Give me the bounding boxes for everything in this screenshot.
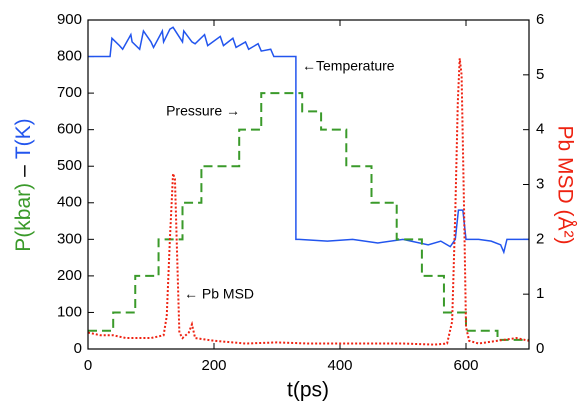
series-line	[88, 92, 529, 341]
series-line	[88, 26, 529, 255]
y2-tick-label: 5	[536, 66, 544, 83]
annotation: ←Temperature	[302, 58, 395, 74]
annotation: ← Pb MSD	[184, 286, 254, 302]
y-tick-label: 200	[57, 267, 82, 284]
y-tick-label: 900	[57, 11, 82, 28]
y-tick-label: 0	[74, 340, 82, 357]
y-tick-label: 100	[57, 303, 82, 320]
y-tick-label: 400	[57, 194, 82, 211]
y2-tick-label: 0	[536, 340, 544, 357]
y-axis-label: P(kbar) – T(K)	[12, 118, 35, 251]
y-tick-label: 300	[57, 230, 82, 247]
y2-tick-label: 1	[536, 285, 544, 302]
x-tick-label: 0	[84, 357, 92, 374]
plot-frame	[87, 19, 530, 350]
y-axis-label-part: T(K)	[12, 118, 35, 159]
series-line	[87, 58, 530, 346]
x-axis-label: t(ps)	[287, 379, 329, 402]
y2-tick-label: 6	[536, 11, 544, 28]
y-axis-label-part: P(kbar)	[12, 183, 35, 252]
y-tick-label: 500	[57, 157, 82, 174]
annotation: Pressure →	[166, 103, 240, 119]
x-tick-label: 200	[201, 357, 226, 374]
y2-axis-label: Pb MSD (Å²)	[553, 125, 576, 244]
y2-tick-label: 4	[536, 121, 544, 138]
y-tick-label: 700	[57, 84, 82, 101]
y-tick-label: 800	[57, 48, 82, 65]
y-axis-label-part: –	[12, 165, 35, 177]
y-tick-label: 600	[57, 121, 82, 138]
x-tick-label: 600	[453, 357, 478, 374]
x-tick-label: 400	[327, 357, 352, 374]
y2-tick-label: 2	[536, 230, 544, 247]
y2-tick-label: 3	[536, 175, 544, 192]
